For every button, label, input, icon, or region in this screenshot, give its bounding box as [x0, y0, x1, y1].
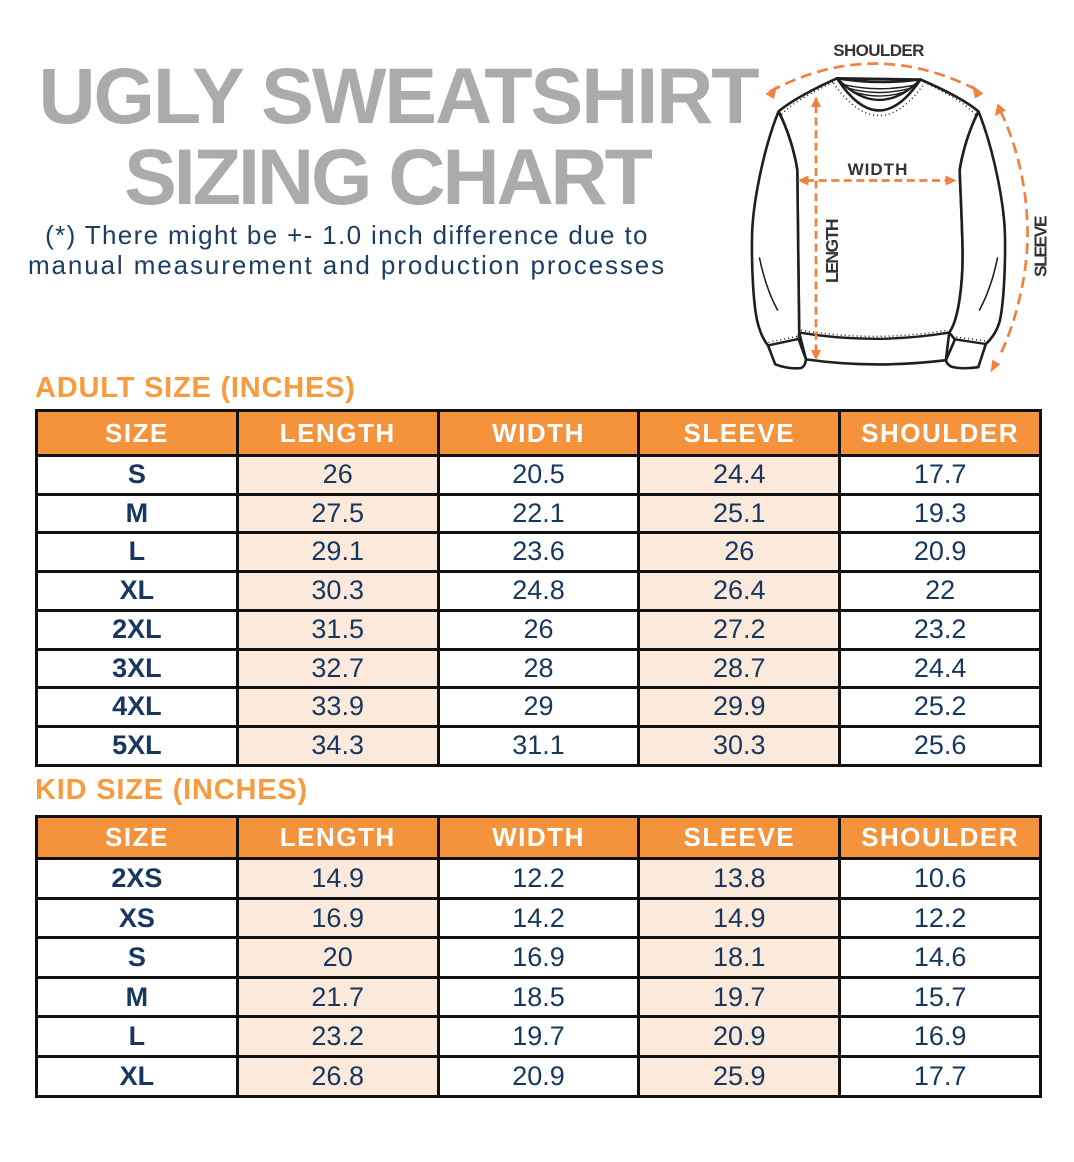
- svg-text:WIDTH: WIDTH: [848, 160, 909, 179]
- svg-text:SLEEVE: SLEEVE: [1031, 216, 1051, 277]
- svg-text:SHOULDER: SHOULDER: [833, 41, 924, 60]
- svg-text:LENGTH: LENGTH: [822, 219, 842, 283]
